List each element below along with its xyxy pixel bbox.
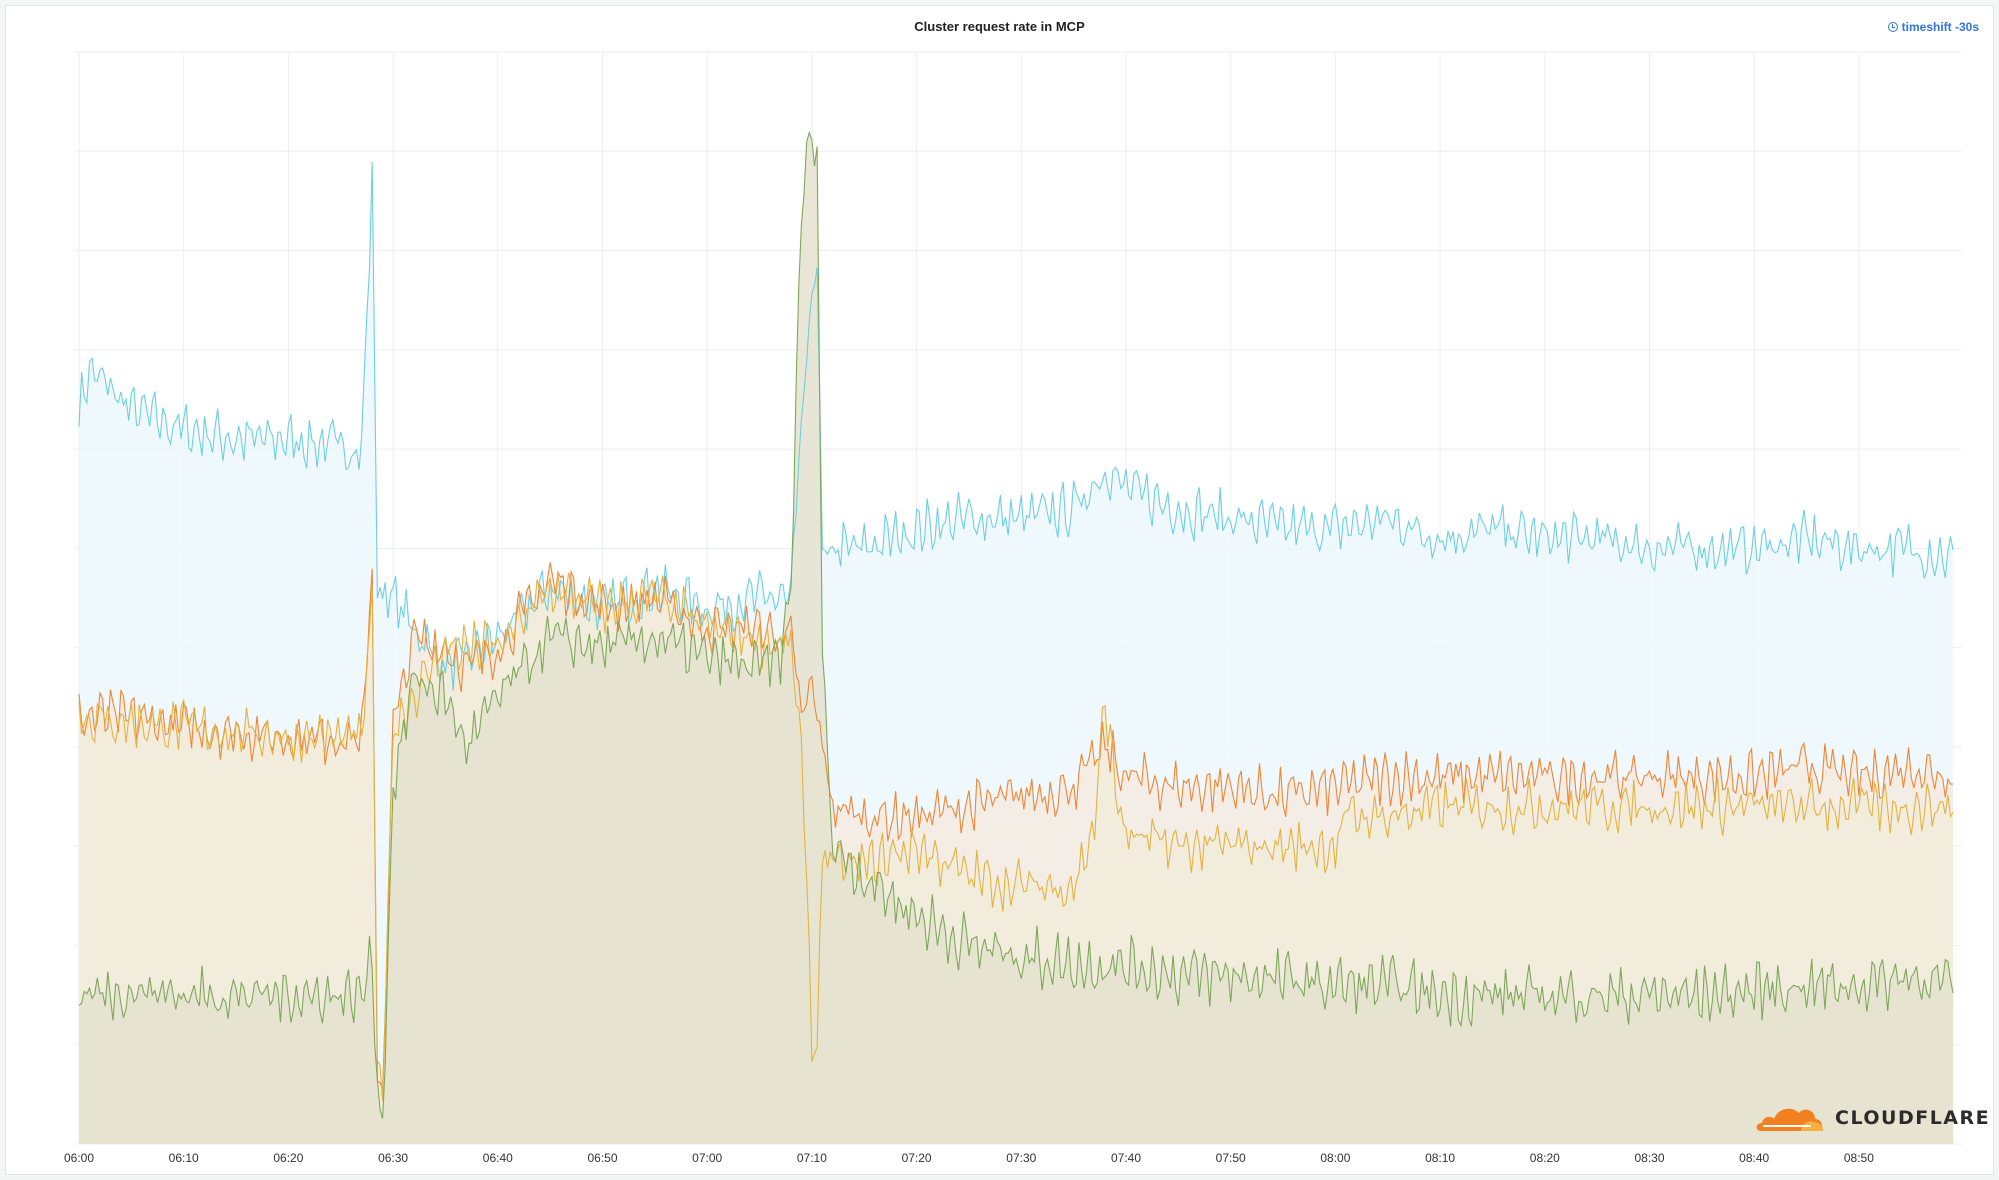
x-tick-label: 08:10 (1425, 1151, 1455, 1165)
cloudflare-logo: CLOUDFLARE (1753, 1101, 1990, 1135)
x-tick-label: 07:30 (1006, 1151, 1036, 1165)
x-tick-label: 06:00 (64, 1151, 94, 1165)
x-tick-label: 07:50 (1216, 1151, 1246, 1165)
x-tick-label: 08:50 (1844, 1151, 1874, 1165)
x-tick-label: 06:50 (587, 1151, 617, 1165)
x-tick-label: 07:20 (902, 1151, 932, 1165)
cloud-icon (1756, 1108, 1823, 1131)
x-tick-label: 07:00 (692, 1151, 722, 1165)
x-tick-label: 06:30 (378, 1151, 408, 1165)
chart-title: Cluster request rate in MCP (914, 19, 1085, 34)
x-tick-label: 06:40 (483, 1151, 513, 1165)
series-line-2 (78, 572, 1954, 1101)
x-tick-label: 06:20 (273, 1151, 303, 1165)
clock-icon (1887, 22, 1898, 32)
series-area-3 (79, 132, 1954, 1145)
x-tick-label: 08:30 (1634, 1151, 1664, 1165)
x-tick-label: 08:00 (1320, 1151, 1350, 1165)
logo-text: CLOUDFLARE (1835, 1107, 1991, 1129)
x-tick-label: 07:10 (797, 1151, 827, 1165)
x-tick-label: 06:10 (169, 1151, 199, 1165)
x-tick-label: 08:20 (1530, 1151, 1560, 1165)
timeshift-indicator[interactable]: timeshift -30s (1887, 20, 1979, 34)
x-tick-label: 07:40 (1111, 1151, 1141, 1165)
series-lines (78, 130, 1954, 1119)
series-line-0 (78, 161, 1954, 691)
series-line-3 (78, 130, 1954, 1119)
timeshift-label: timeshift -30s (1901, 20, 1979, 34)
series-areas (79, 132, 1954, 1145)
x-tick-label: 08:40 (1739, 1151, 1769, 1165)
x-axis-ticks: 06:00 06:10 06:20 06:30 06:40 06:50 07:00 07:10… (64, 1151, 1874, 1165)
